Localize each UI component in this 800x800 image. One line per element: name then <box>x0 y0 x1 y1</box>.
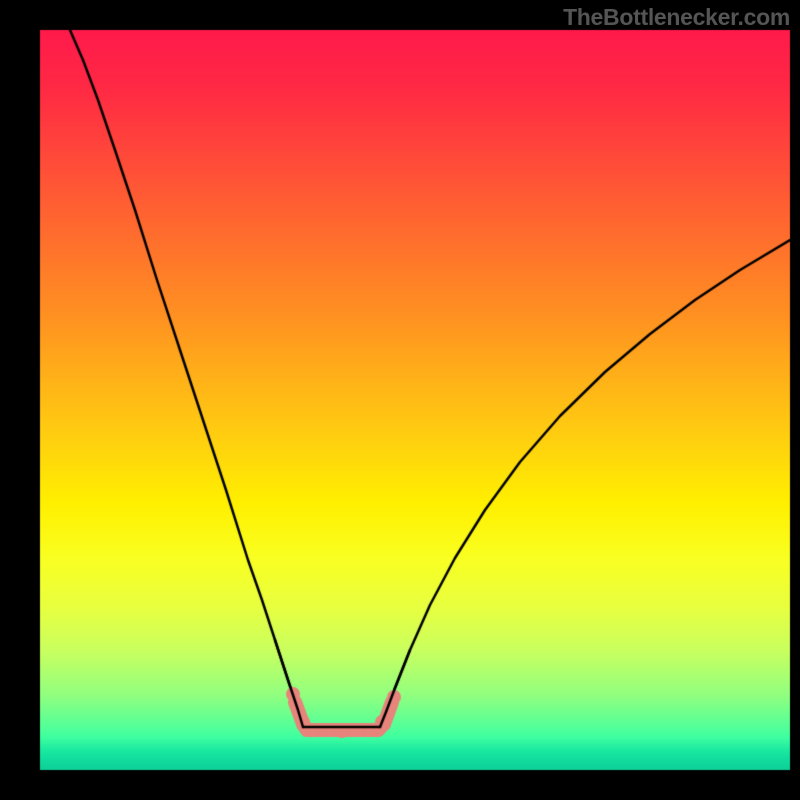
bottleneck-chart-canvas <box>0 0 800 800</box>
figure-root: TheBottlenecker.com <box>0 0 800 800</box>
watermark-label: TheBottlenecker.com <box>563 4 790 31</box>
